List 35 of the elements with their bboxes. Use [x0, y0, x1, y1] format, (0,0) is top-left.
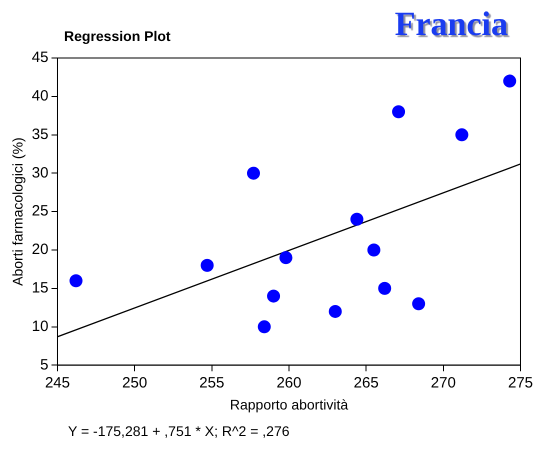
point [328, 304, 342, 318]
y-tick-label: 35 [32, 126, 48, 143]
y-axis-title: Aborti farmacologici (%) [9, 137, 26, 286]
y-tick-label: 10 [32, 318, 48, 335]
x-axis-title: Rapporto abortività [230, 396, 348, 412]
point [200, 258, 214, 272]
point [279, 251, 292, 264]
x-tick-label: 255 [199, 374, 224, 392]
point [392, 105, 406, 118]
point [455, 128, 468, 142]
text: Y = -175,281 + ,751 * X; R^2 = ,276 [68, 423, 290, 439]
point [503, 74, 516, 88]
y-tick-label: 25 [32, 202, 48, 220]
x-tick-label: 275 [508, 374, 533, 392]
x-tick-label: 265 [354, 374, 379, 392]
chart-title: Regression Plot [64, 28, 171, 44]
x-tick-label: 270 [430, 374, 456, 392]
y-tick-label: 20 [32, 241, 48, 258]
point [412, 297, 426, 310]
point [258, 320, 271, 334]
point [246, 166, 260, 180]
point [350, 212, 364, 226]
x-tick-label: 260 [276, 374, 302, 392]
x-tick-label: 250 [122, 374, 148, 392]
point [367, 244, 380, 256]
point [378, 282, 392, 295]
point [267, 290, 280, 303]
chart-subtitle: Francia [394, 6, 508, 44]
point [70, 274, 83, 288]
y-tick-label: 5 [40, 356, 48, 374]
y-tick-label: 15 [32, 280, 48, 297]
y-tick-label: 40 [32, 88, 48, 105]
y-tick-label: 30 [32, 164, 48, 182]
y-tick-label: 45 [32, 49, 48, 66]
x-tick-label: 245 [44, 374, 70, 392]
